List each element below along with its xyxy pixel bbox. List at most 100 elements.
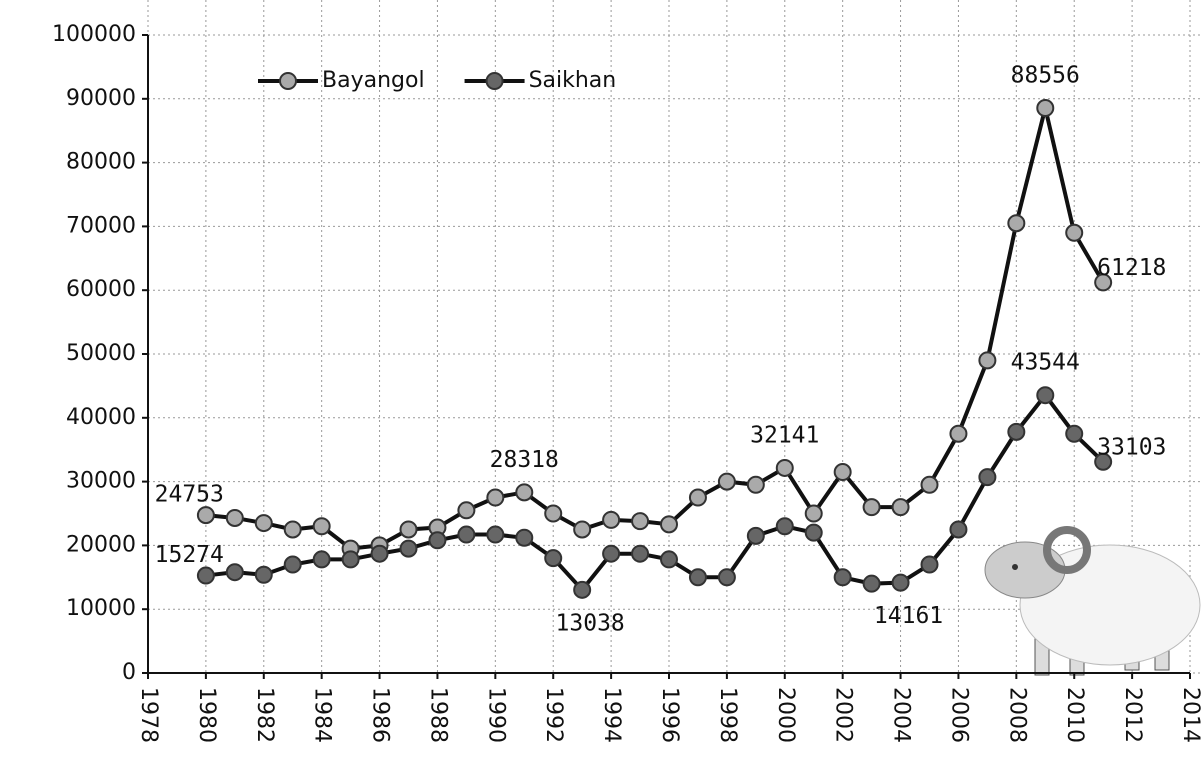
x-tick-label: 2002 bbox=[831, 687, 856, 743]
data-point bbox=[574, 582, 590, 598]
data-label: 24753 bbox=[155, 482, 224, 508]
y-tick-label: 90000 bbox=[66, 86, 136, 111]
data-point bbox=[458, 527, 474, 543]
data-point bbox=[256, 567, 272, 583]
x-tick-label: 1984 bbox=[310, 687, 335, 743]
data-point bbox=[545, 550, 561, 566]
data-point bbox=[748, 477, 764, 493]
legend-label: Saikhan bbox=[529, 68, 617, 93]
data-label: 43544 bbox=[1011, 350, 1080, 376]
data-point bbox=[314, 551, 330, 567]
data-point bbox=[777, 460, 793, 476]
data-point bbox=[401, 521, 417, 537]
data-point bbox=[1008, 424, 1024, 440]
data-point bbox=[835, 464, 851, 480]
data-point bbox=[864, 576, 880, 592]
x-tick-label: 1996 bbox=[657, 687, 682, 743]
x-tick-label: 1994 bbox=[599, 687, 624, 743]
data-point bbox=[487, 527, 503, 543]
data-point bbox=[632, 546, 648, 562]
data-point bbox=[922, 557, 938, 573]
data-point bbox=[1008, 215, 1024, 231]
x-tick-label: 2010 bbox=[1062, 687, 1087, 743]
data-label: 28318 bbox=[490, 447, 559, 473]
y-tick-label: 0 bbox=[122, 660, 136, 685]
x-tick-label: 1998 bbox=[715, 687, 740, 743]
data-point bbox=[545, 506, 561, 522]
x-tick-label: 2000 bbox=[773, 687, 798, 743]
y-tick-label: 80000 bbox=[66, 150, 136, 175]
data-point bbox=[893, 575, 909, 591]
legend-label: Bayangol bbox=[322, 68, 425, 93]
data-point bbox=[343, 551, 359, 567]
data-point bbox=[1037, 100, 1053, 116]
x-tick-label: 2004 bbox=[889, 687, 914, 743]
data-point bbox=[893, 499, 909, 515]
data-label: 61218 bbox=[1097, 255, 1166, 281]
data-point bbox=[806, 506, 822, 522]
x-tick-label: 1978 bbox=[136, 687, 161, 743]
x-tick-label: 1982 bbox=[252, 687, 277, 743]
data-label: 88556 bbox=[1011, 63, 1080, 89]
sheep-illustration bbox=[985, 530, 1200, 675]
data-point bbox=[690, 569, 706, 585]
data-label: 13038 bbox=[556, 610, 625, 636]
data-point bbox=[719, 569, 735, 585]
data-point bbox=[285, 557, 301, 573]
data-label: 33103 bbox=[1097, 434, 1166, 460]
y-tick-label: 30000 bbox=[66, 469, 136, 494]
y-tick-label: 50000 bbox=[66, 341, 136, 366]
x-tick-label: 2006 bbox=[946, 687, 971, 743]
x-tick-label: 1988 bbox=[425, 687, 450, 743]
data-point bbox=[864, 499, 880, 515]
data-point bbox=[285, 521, 301, 537]
data-point bbox=[429, 532, 445, 548]
x-tick-label: 2008 bbox=[1004, 687, 1029, 743]
data-point bbox=[835, 569, 851, 585]
y-tick-label: 10000 bbox=[66, 596, 136, 621]
data-point bbox=[661, 551, 677, 567]
data-point bbox=[979, 469, 995, 485]
data-point bbox=[372, 546, 388, 562]
series-line bbox=[206, 108, 1103, 549]
series-line bbox=[206, 395, 1103, 590]
data-point bbox=[603, 546, 619, 562]
data-point bbox=[198, 507, 214, 523]
data-point bbox=[198, 568, 214, 584]
data-point bbox=[922, 477, 938, 493]
chart: 0 10000 20000 30000 40000 50000 60000 70000 8000… bbox=[0, 0, 1202, 758]
data-point bbox=[979, 352, 995, 368]
data-point bbox=[690, 490, 706, 506]
data-point bbox=[777, 518, 793, 534]
data-label: 14161 bbox=[874, 603, 943, 629]
y-tick-label: 40000 bbox=[66, 405, 136, 430]
data-label: 15274 bbox=[155, 542, 224, 568]
data-point bbox=[719, 474, 735, 490]
data-point bbox=[516, 530, 532, 546]
x-tick-label: 1990 bbox=[483, 687, 508, 743]
data-point bbox=[1037, 387, 1053, 403]
y-tick-label: 60000 bbox=[66, 277, 136, 302]
legend-marker bbox=[487, 73, 503, 89]
x-tick-label: 2014 bbox=[1178, 687, 1202, 743]
data-point bbox=[314, 518, 330, 534]
data-point bbox=[661, 516, 677, 532]
data-label: 32141 bbox=[750, 422, 819, 448]
data-point bbox=[950, 426, 966, 442]
x-tick-label: 2012 bbox=[1120, 687, 1145, 743]
y-tick-label: 70000 bbox=[66, 213, 136, 238]
data-point bbox=[748, 528, 764, 544]
data-point bbox=[632, 513, 648, 529]
data-point bbox=[256, 515, 272, 531]
x-tick-label: 1992 bbox=[541, 687, 566, 743]
y-tick-label: 100000 bbox=[52, 22, 136, 47]
x-tick-label: 1986 bbox=[368, 687, 393, 743]
data-point bbox=[516, 484, 532, 500]
y-tick-label: 20000 bbox=[66, 532, 136, 557]
data-point bbox=[1066, 225, 1082, 241]
legend-marker bbox=[280, 73, 296, 89]
data-point bbox=[1066, 426, 1082, 442]
data-point bbox=[227, 510, 243, 526]
data-point bbox=[950, 521, 966, 537]
data-point bbox=[603, 512, 619, 528]
